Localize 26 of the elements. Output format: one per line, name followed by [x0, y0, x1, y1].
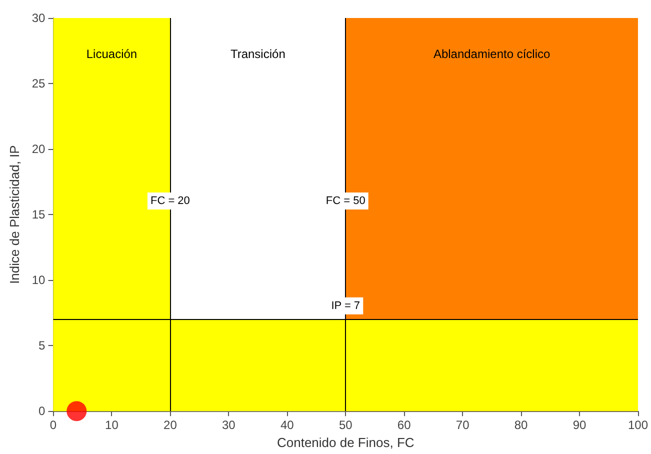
x-tick-label: 80: [514, 418, 528, 432]
y-tick-label: 0: [38, 404, 46, 418]
x-tick-label: 10: [105, 418, 119, 432]
y-tick-label: 25: [32, 76, 46, 91]
x-axis-title: Contenido de Finos, FC: [276, 435, 414, 450]
x-tick-label: 100: [628, 418, 648, 432]
y-tick-label: 15: [32, 208, 46, 222]
band-label: Ablandamiento cíclico: [433, 47, 550, 61]
ref-line-label: IP = 7: [331, 300, 360, 312]
x-tick-label: 90: [572, 418, 587, 432]
band-label: Transición: [230, 47, 286, 61]
x-tick-label: 50: [338, 418, 353, 432]
ref-line-label: FC = 20: [150, 195, 190, 208]
x-tick-label: 30: [222, 418, 236, 432]
x-tick-label: 40: [280, 418, 294, 432]
x-tick-label: 0: [50, 418, 57, 432]
y-axis-title: Indice de Plasticidad, IP: [7, 145, 22, 284]
y-tick-label: 5: [38, 338, 46, 353]
y-tick-label: 30: [32, 11, 46, 25]
ref-line-label: FC = 50: [326, 195, 366, 208]
y-tick-label: 10: [32, 273, 46, 288]
x-tick-label: 60: [397, 418, 412, 432]
band-label: Licuación: [86, 47, 138, 61]
x-tick-label: 70: [456, 418, 470, 432]
x-tick-label: 20: [164, 418, 178, 432]
y-tick-label: 20: [32, 142, 46, 156]
